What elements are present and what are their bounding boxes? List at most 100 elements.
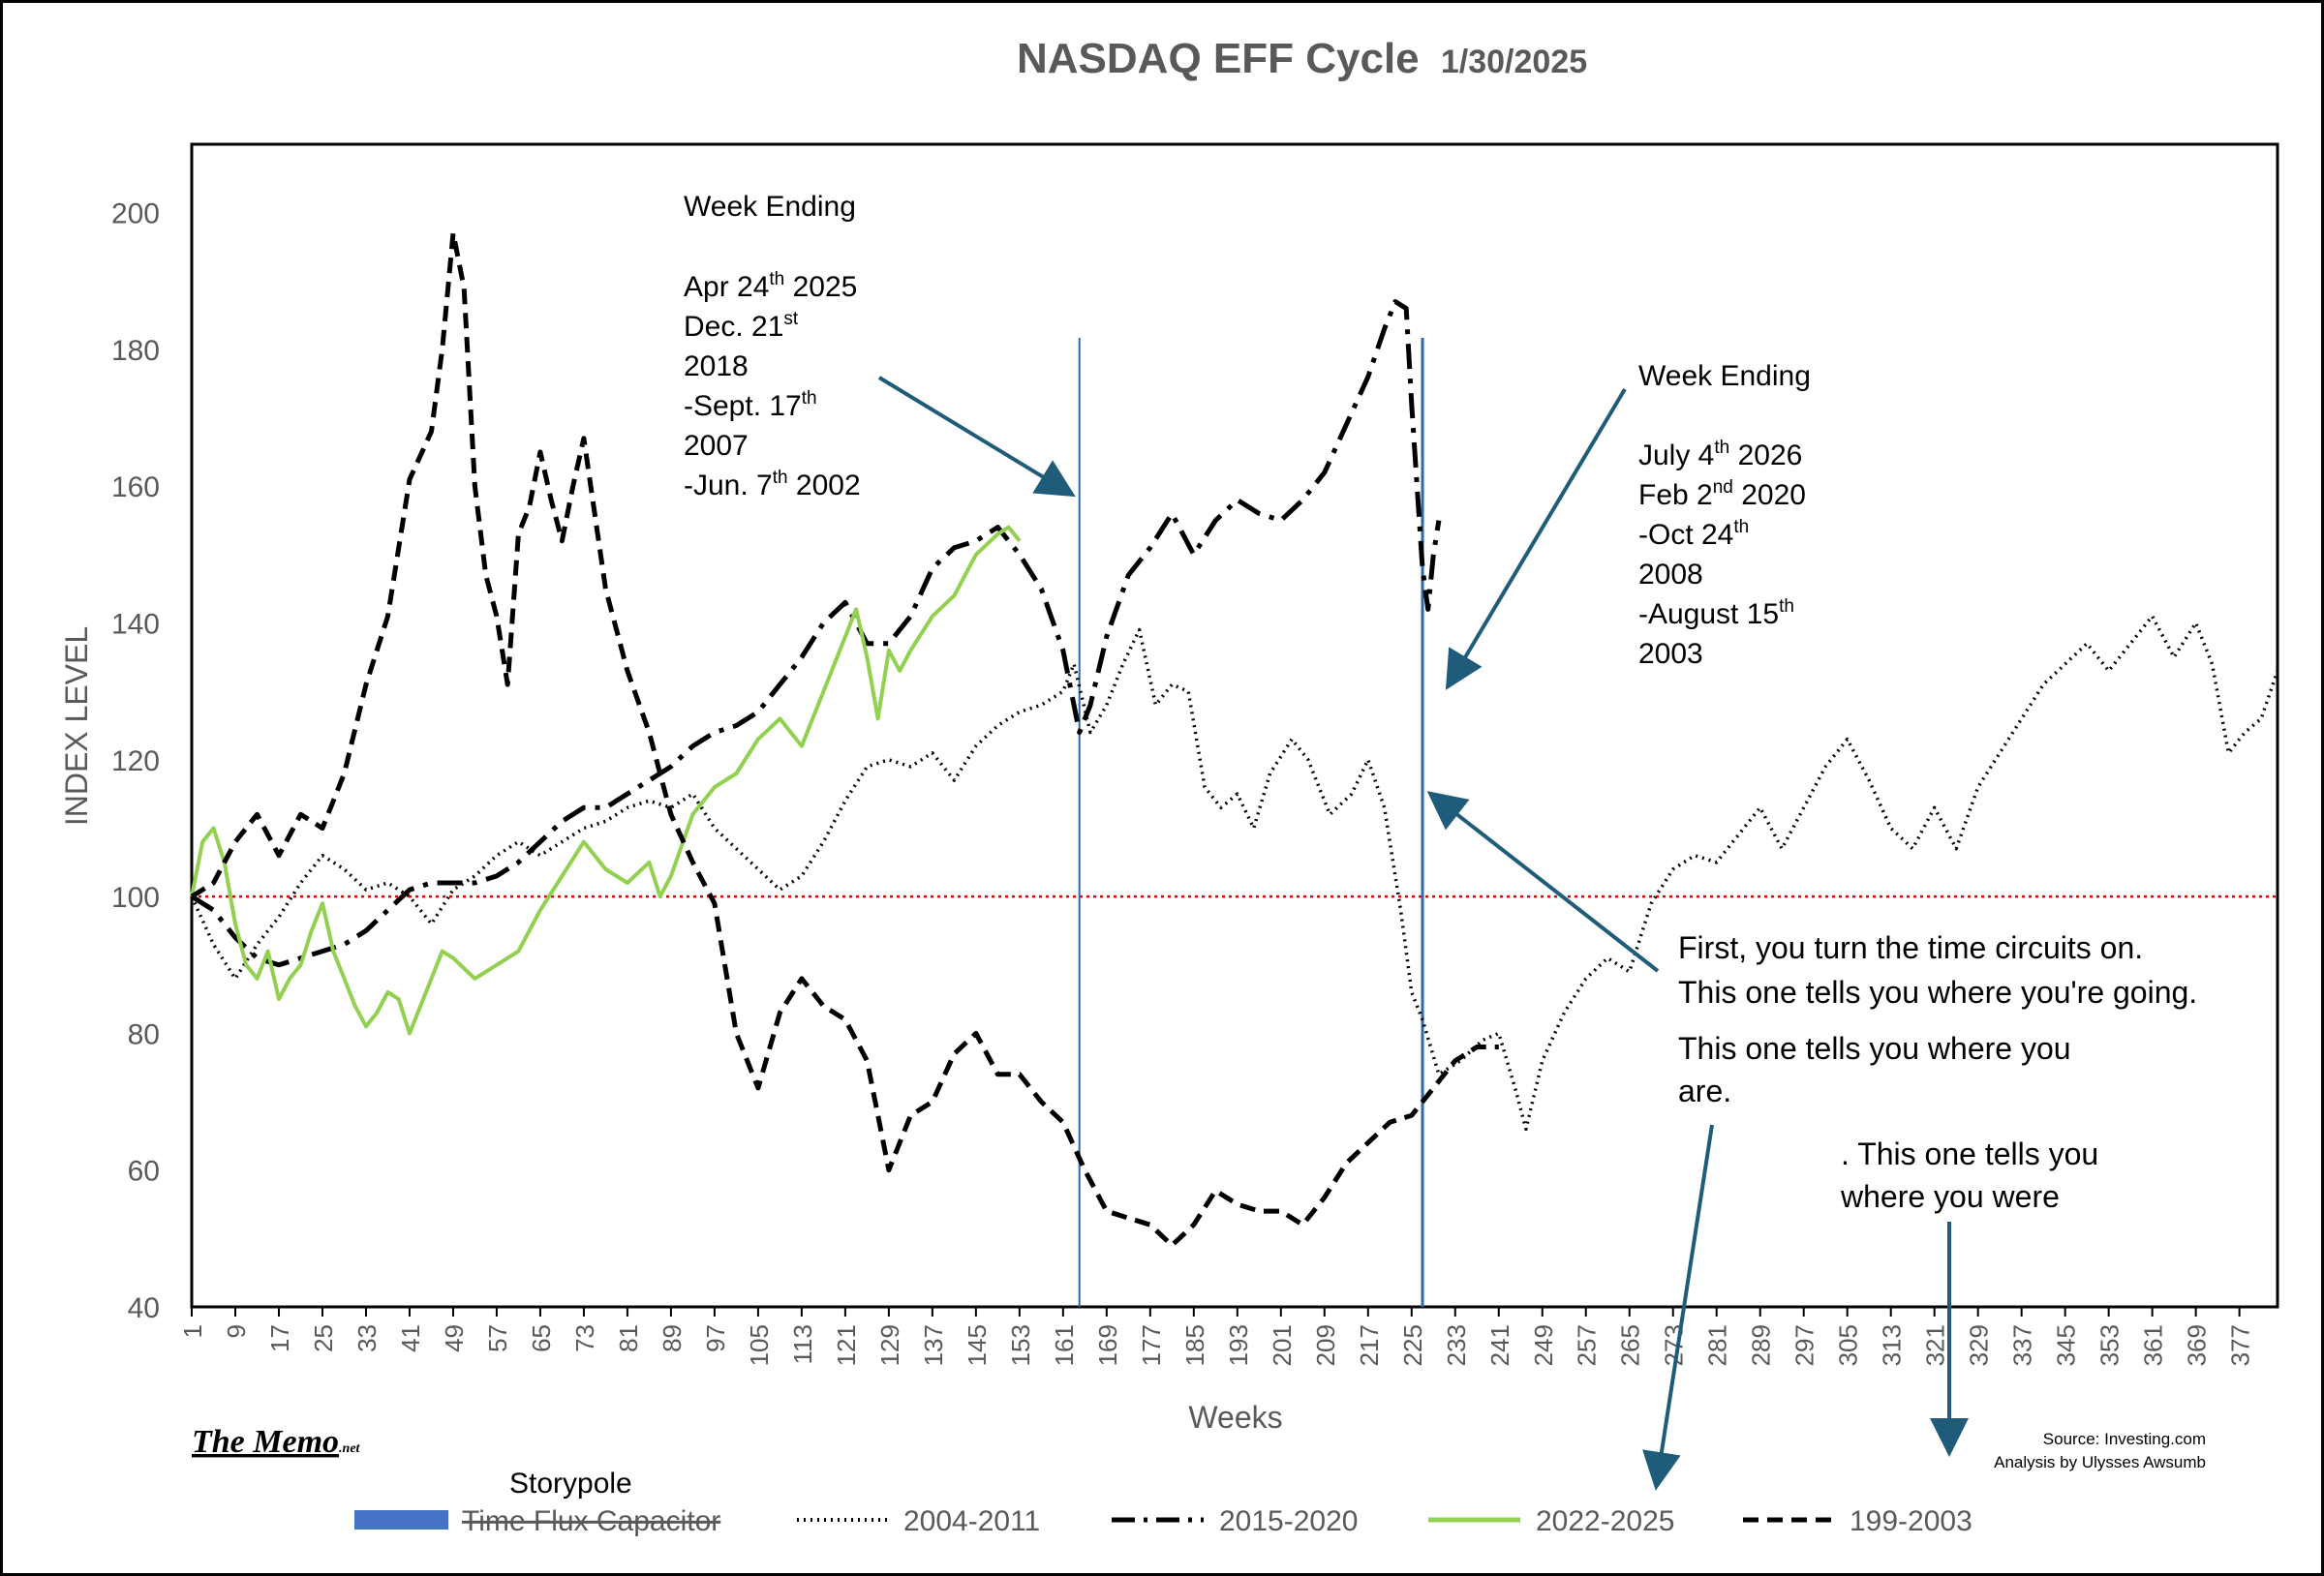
time-circuits-backdrop: [1670, 922, 2261, 1018]
arrow-left-annotation: [877, 376, 1076, 498]
legend-storypole-label: Storypole: [509, 1468, 632, 1500]
legend-time-flux-label: Time Flux Capacitor: [462, 1505, 720, 1537]
y-tick-label: 40: [128, 1292, 160, 1324]
where-you-were-backdrop: [1835, 1131, 2145, 1218]
right-annotation-date-4: -August 15th: [1638, 596, 1794, 630]
memo-logo: The Memo.net: [192, 1424, 361, 1460]
x-tick-label: 241: [1485, 1324, 1514, 1366]
left-annotation-date-2-year: 2018: [684, 350, 749, 382]
x-tick-label: 281: [1703, 1324, 1732, 1366]
x-axis-ticks: 1 9 17 25 33 41 49 57 65 73 81 89 97 105 113 121 129 137 1…: [178, 1307, 2255, 1366]
x-tick-label: 97: [701, 1324, 730, 1352]
plot-area: [190, 142, 2279, 1309]
legend-label-2015-2020: 2015-2020: [1219, 1505, 1358, 1537]
right-annotation-date-2: Feb 2nd 2020: [1638, 477, 1806, 511]
source-text: Source: Investing.com: [2043, 1430, 2206, 1448]
left-annotation-date-4: -Jun. 7th 2002: [684, 468, 861, 501]
x-tick-label: 257: [1573, 1324, 1602, 1366]
x-tick-label: 33: [352, 1324, 382, 1352]
storypole-lines: [1078, 338, 1424, 1307]
left-annotation-date-2: Dec. 21st: [684, 309, 799, 343]
right-annotation-date-1: July 4th 2026: [1638, 438, 1802, 471]
x-tick-label: 177: [1137, 1324, 1166, 1366]
time-circuits-line-1: First, you turn the time circuits on.: [1678, 930, 2143, 965]
x-tick-label: 353: [2095, 1324, 2125, 1366]
x-tick-label: 193: [1224, 1324, 1253, 1366]
series-group: [190, 230, 2279, 1248]
x-tick-label: 321: [1921, 1324, 1950, 1366]
x-tick-label: 225: [1398, 1324, 1427, 1366]
x-tick-label: 153: [1006, 1324, 1035, 1366]
x-tick-label: 81: [614, 1324, 643, 1352]
x-tick-label: 41: [396, 1324, 425, 1352]
x-tick-label: 57: [483, 1324, 512, 1352]
analysis-text: Analysis by Ulysses Awsumb: [1994, 1453, 2206, 1471]
x-tick-label: 185: [1180, 1324, 1209, 1366]
x-tick-label: 209: [1311, 1324, 1340, 1366]
right-annotation-title: Week Ending: [1638, 360, 1811, 392]
time-circuits-line-2: This one tells you where you're going.: [1678, 975, 2197, 1010]
legend-label-2004-2011: 2004-2011: [903, 1505, 1040, 1537]
series-line-2015-2020: [190, 299, 1442, 968]
y-tick-label: 140: [111, 609, 160, 641]
x-tick-label: 313: [1878, 1324, 1907, 1366]
arrow-time-circuits: [1426, 791, 1660, 973]
right-annotation: Week Ending July 4th 2026 Feb 2nd 2020 -…: [1638, 360, 1811, 670]
x-tick-label: 129: [875, 1324, 904, 1366]
x-axis-label: Weeks: [1188, 1400, 1282, 1435]
x-tick-label: 161: [1050, 1324, 1079, 1366]
y-tick-label: 200: [111, 198, 160, 230]
x-tick-label: 305: [1834, 1324, 1863, 1366]
left-annotation-date-3-year: 2007: [684, 430, 749, 462]
y-tick-label: 80: [128, 1018, 160, 1050]
x-tick-label: 265: [1616, 1324, 1645, 1366]
x-tick-label: 345: [2052, 1324, 2081, 1366]
y-tick-label: 100: [111, 882, 160, 914]
y-tick-label: 120: [111, 745, 160, 777]
x-tick-label: 329: [1965, 1324, 1994, 1366]
time-circuits-annotation: First, you turn the time circuits on. Th…: [1670, 922, 2261, 1218]
annotation-arrows: [877, 376, 1969, 1491]
right-annotation-date-3-year: 2008: [1638, 559, 1703, 591]
x-tick-label: 65: [527, 1324, 556, 1352]
left-annotation: Week Ending Apr 24th 2025 Dec. 21st 2018…: [684, 191, 861, 501]
y-axis-ticks: 40 60 80 100 120 140 160 180 200: [111, 198, 160, 1324]
series-line-199-2003: [190, 230, 1499, 1248]
chart-title: NASDAQ EFF Cycle 1/30/2025: [1017, 35, 1587, 82]
x-tick-label: 89: [657, 1324, 687, 1352]
x-tick-label: 169: [1093, 1324, 1122, 1366]
arrow-where-you-are: [1642, 1124, 1714, 1491]
left-annotation-date-3: -Sept. 17th: [684, 388, 817, 422]
x-tick-label: 377: [2226, 1324, 2255, 1366]
x-tick-label: 105: [745, 1324, 774, 1366]
x-tick-label: 1: [178, 1324, 207, 1338]
legend-label-2022-2025: 2022-2025: [1536, 1505, 1674, 1537]
x-tick-label: 289: [1747, 1324, 1776, 1366]
x-tick-label: 369: [2183, 1324, 2212, 1366]
left-annotation-title: Week Ending: [684, 191, 856, 223]
arrow-right-annotation: [1445, 387, 1627, 690]
x-tick-label: 113: [788, 1324, 817, 1364]
right-annotation-date-3: -Oct 24th: [1638, 517, 1749, 551]
y-tick-label: 160: [111, 471, 160, 503]
left-annotation-date-1: Apr 24th 2025: [684, 269, 857, 303]
y-tick-label: 60: [128, 1156, 160, 1188]
x-tick-label: 297: [1790, 1324, 1819, 1366]
x-tick-label: 121: [832, 1324, 861, 1366]
where-you-are-line-1: This one tells you where you: [1678, 1031, 2071, 1066]
right-annotation-date-4-year: 2003: [1638, 638, 1703, 670]
x-tick-label: 201: [1268, 1324, 1297, 1366]
x-tick-label: 217: [1355, 1324, 1384, 1366]
x-tick-label: 49: [440, 1324, 469, 1352]
where-you-are-line-2: are.: [1678, 1074, 1731, 1108]
x-tick-label: 337: [2008, 1324, 2037, 1366]
x-tick-label: 361: [2139, 1324, 2168, 1366]
x-tick-label: 233: [1442, 1324, 1471, 1366]
where-you-were-line-2: where you were: [1840, 1179, 2060, 1214]
x-tick-label: 73: [570, 1324, 599, 1352]
x-tick-label: 137: [919, 1324, 948, 1366]
legend: Storypole Time Flux Capacitor 2004-2011 …: [354, 1468, 1972, 1537]
where-you-were-line-1: . This one tells you: [1841, 1137, 2098, 1171]
